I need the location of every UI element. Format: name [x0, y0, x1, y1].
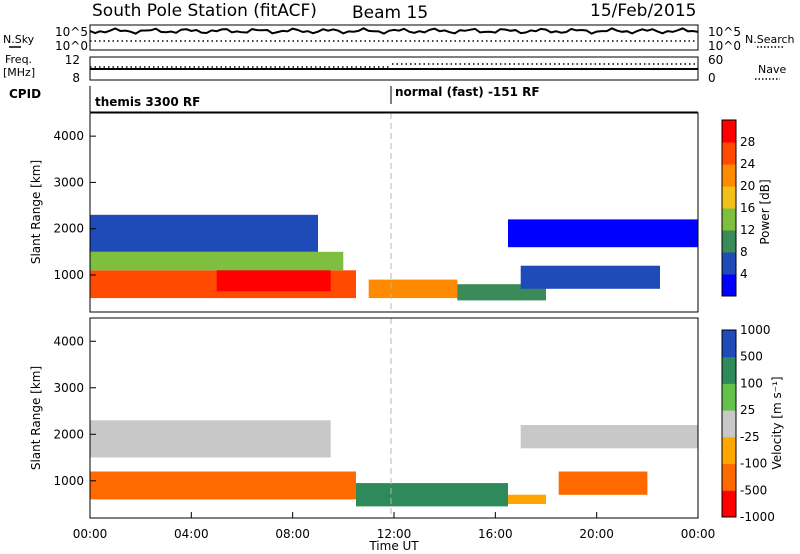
y-tick-label: 3000 — [53, 175, 84, 189]
colorbar-tick-label: 500 — [740, 350, 763, 364]
colorbar-tick-label: 24 — [740, 157, 755, 171]
freq-unit-label: [MHz] — [3, 66, 35, 79]
colorbar-swatch — [722, 164, 736, 187]
power-colorbar-label: Power [dB] — [758, 179, 772, 244]
nsky-label: N.Sky — [3, 33, 35, 46]
nave-tick-bottom: 0 — [708, 71, 716, 85]
velocity-colorbar: 1000 500 100 25 -25 -100 -500 -1000 — [721, 323, 775, 524]
time-tick-label: 12:00 — [377, 527, 412, 541]
nsearch-tick-top: 10^5 — [708, 25, 741, 39]
time-axis-label: Time UT — [368, 539, 419, 553]
velocity-y-ticks: 1000 2000 3000 4000 — [53, 334, 96, 488]
velocity-echoes — [90, 420, 698, 507]
y-tick-label: 1000 — [53, 474, 84, 488]
freq-tick-top: 12 — [65, 53, 80, 67]
echo-region — [90, 251, 344, 271]
colorbar-swatch — [722, 252, 736, 275]
colorbar-tick-label: -1000 — [740, 510, 775, 524]
echo-region — [520, 265, 660, 289]
freq-tick-bottom: 8 — [72, 71, 80, 85]
nsearch-tick-bottom: 10^0 — [708, 39, 741, 53]
time-tick-label: 08:00 — [275, 527, 310, 541]
colorbar-swatch — [722, 330, 736, 358]
echo-region — [508, 219, 698, 248]
colorbar-swatch — [722, 463, 736, 491]
echo-region — [368, 279, 458, 299]
power-panel-frame — [89, 112, 699, 313]
time-tick-label: 00:00 — [73, 527, 108, 541]
nsky-trace — [89, 27, 699, 35]
colorbar-tick-label: -100 — [740, 457, 767, 471]
noise-tick-top: 10^5 — [55, 25, 88, 39]
colorbar-tick-label: 25 — [740, 403, 755, 417]
echo-region — [90, 214, 318, 252]
cpid-segment-2: normal (fast) -151 RF — [395, 85, 540, 99]
colorbar-swatch — [722, 436, 736, 465]
y-tick-label: 1000 — [53, 268, 84, 282]
colorbar-swatch — [722, 230, 736, 253]
colorbar-swatch — [722, 186, 736, 209]
colorbar-tick-label: 4 — [740, 267, 748, 281]
date-title: 15/Feb/2015 — [590, 1, 696, 21]
echo-region — [90, 471, 356, 500]
y-tick-label: 2000 — [53, 222, 84, 236]
colorbar-tick-label: 16 — [740, 201, 755, 215]
cpid-label: CPID — [9, 87, 41, 101]
power-colorbar: 4 8 12 16 20 24 28 — [721, 119, 755, 297]
noise-panel-frame — [89, 24, 699, 51]
nsearch-label: N.Search — [745, 33, 795, 46]
colorbar-tick-label: 100 — [740, 376, 763, 390]
colorbar-swatch — [722, 410, 736, 438]
colorbar-swatch — [722, 274, 736, 297]
time-tick-label: 16:00 — [478, 527, 513, 541]
colorbar-tick-label: -25 — [740, 430, 760, 444]
time-tick-label: 00:00 — [681, 527, 716, 541]
colorbar-tick-label: 1000 — [740, 323, 771, 337]
y-tick-label: 2000 — [53, 427, 84, 441]
time-tick-label: 04:00 — [174, 527, 209, 541]
colorbar-swatch — [722, 383, 736, 411]
echo-region — [356, 483, 508, 507]
colorbar-swatch — [722, 142, 736, 165]
colorbar-tick-label: -500 — [740, 483, 767, 497]
nave-label: Nave — [758, 63, 786, 76]
station-title: South Pole Station (fitACF) — [92, 1, 317, 21]
colorbar-swatch — [722, 120, 736, 143]
noise-traces — [89, 27, 699, 42]
cpid-segment-1: themis 3300 RF — [95, 95, 200, 109]
power-y-ticks: 1000 2000 3000 4000 — [53, 129, 96, 282]
power-y-axis-label: Slant Range [km] — [29, 160, 43, 264]
echo-region — [508, 494, 546, 504]
echo-region — [558, 471, 648, 495]
echo-region — [520, 425, 698, 449]
time-tick-label: 20:00 — [579, 527, 614, 541]
colorbar-tick-label: 28 — [740, 135, 755, 149]
colorbar-swatch — [722, 490, 736, 518]
y-tick-label: 4000 — [53, 334, 84, 348]
power-echoes — [90, 214, 698, 301]
noise-tick-bottom: 10^0 — [55, 39, 88, 53]
colorbar-frame — [721, 119, 737, 297]
freq-label: Freq. — [5, 53, 32, 66]
velocity-colorbar-label: Velocity [m s⁻¹] — [770, 376, 784, 469]
velocity-y-axis-label: Slant Range [km] — [29, 366, 43, 470]
y-tick-label: 4000 — [53, 129, 84, 143]
colorbar-tick-label: 20 — [740, 179, 755, 193]
colorbar-tick-label: 12 — [740, 223, 755, 237]
beam-title: Beam 15 — [352, 3, 428, 23]
y-tick-label: 3000 — [53, 381, 84, 395]
colorbar-swatch — [722, 208, 736, 231]
echo-region — [90, 420, 331, 458]
colorbar-swatch — [722, 356, 736, 384]
time-axis-ticks: 00:00 04:00 08:00 12:00 16:00 20:00 00:00 — [73, 512, 716, 541]
colorbar-frame — [721, 329, 737, 518]
nave-tick-top: 60 — [708, 53, 723, 67]
freq-traces — [90, 63, 698, 70]
colorbar-tick-label: 8 — [740, 245, 748, 259]
